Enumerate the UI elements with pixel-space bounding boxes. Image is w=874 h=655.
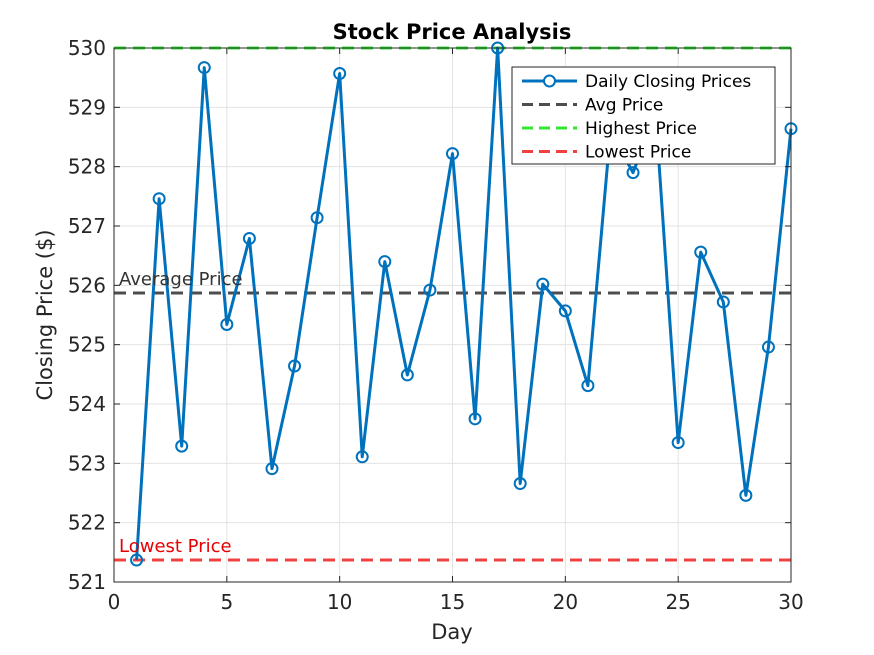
data-point [423, 283, 437, 297]
data-point [671, 436, 685, 450]
data-point [310, 211, 324, 225]
data-point [378, 255, 392, 269]
y-tick-label: 525 [68, 333, 106, 357]
legend-entry-label: Avg Price [585, 96, 663, 116]
y-tick-label: 521 [68, 570, 106, 594]
y-tick-label: 524 [68, 392, 106, 416]
data-point [739, 488, 753, 502]
data-point [536, 277, 550, 291]
legend: Daily Closing Prices Avg Price Highest Pri… [511, 66, 776, 165]
data-point [152, 192, 166, 206]
data-point [288, 359, 302, 373]
data-point [175, 439, 189, 453]
data-point [355, 450, 369, 464]
y-tick-label: 530 [68, 36, 106, 60]
data-point [468, 412, 482, 426]
data-point [513, 477, 527, 491]
legend-entry-label: Daily Closing Prices [585, 72, 751, 92]
legend-marker [543, 74, 556, 88]
y-tick-label: 528 [68, 155, 106, 179]
x-tick-label: 25 [665, 590, 690, 614]
series-layer [130, 41, 798, 567]
data-point [626, 166, 640, 180]
legend-entry-label: Lowest Price [585, 143, 691, 163]
y-tick-label: 526 [68, 273, 106, 297]
x-axis-label: Day [431, 620, 472, 644]
x-tick-label: 0 [108, 590, 121, 614]
data-point [220, 317, 234, 331]
y-tick-label: 529 [68, 95, 106, 119]
data-point [333, 67, 347, 81]
x-tick-label: 20 [553, 590, 578, 614]
data-point [197, 61, 211, 75]
data-point [446, 147, 459, 161]
chart-title: Stock Price Analysis [333, 20, 572, 44]
data-point [761, 340, 775, 354]
y-tick-label: 523 [68, 451, 106, 475]
x-tick-label: 30 [778, 590, 803, 614]
annotation-avg-price: Average Price [119, 269, 243, 290]
y-tick-label: 522 [68, 511, 106, 535]
legend-box [511, 66, 776, 165]
y-tick-label: 527 [68, 214, 106, 238]
data-point [694, 245, 708, 259]
annotations: Average Price Lowest Price [119, 269, 243, 557]
legend-entry-label: Highest Price [585, 119, 697, 139]
data-point [558, 304, 572, 318]
data-point [265, 462, 279, 476]
data-point [400, 368, 414, 382]
y-axis-label: Closing Price ($) [33, 229, 57, 400]
data-point [130, 553, 144, 567]
x-tick-label: 5 [220, 590, 233, 614]
x-tick-label: 15 [440, 590, 465, 614]
annotation-lowest-price: Lowest Price [119, 536, 232, 557]
data-point [581, 379, 595, 393]
data-point [716, 295, 730, 309]
data-point [242, 231, 256, 245]
series-line [135, 46, 793, 561]
axis-ticks: 0 5 10 15 20 25 30 521 522 523 524 525 526 527 528 529 5… [68, 36, 804, 614]
x-tick-label: 10 [327, 590, 352, 614]
